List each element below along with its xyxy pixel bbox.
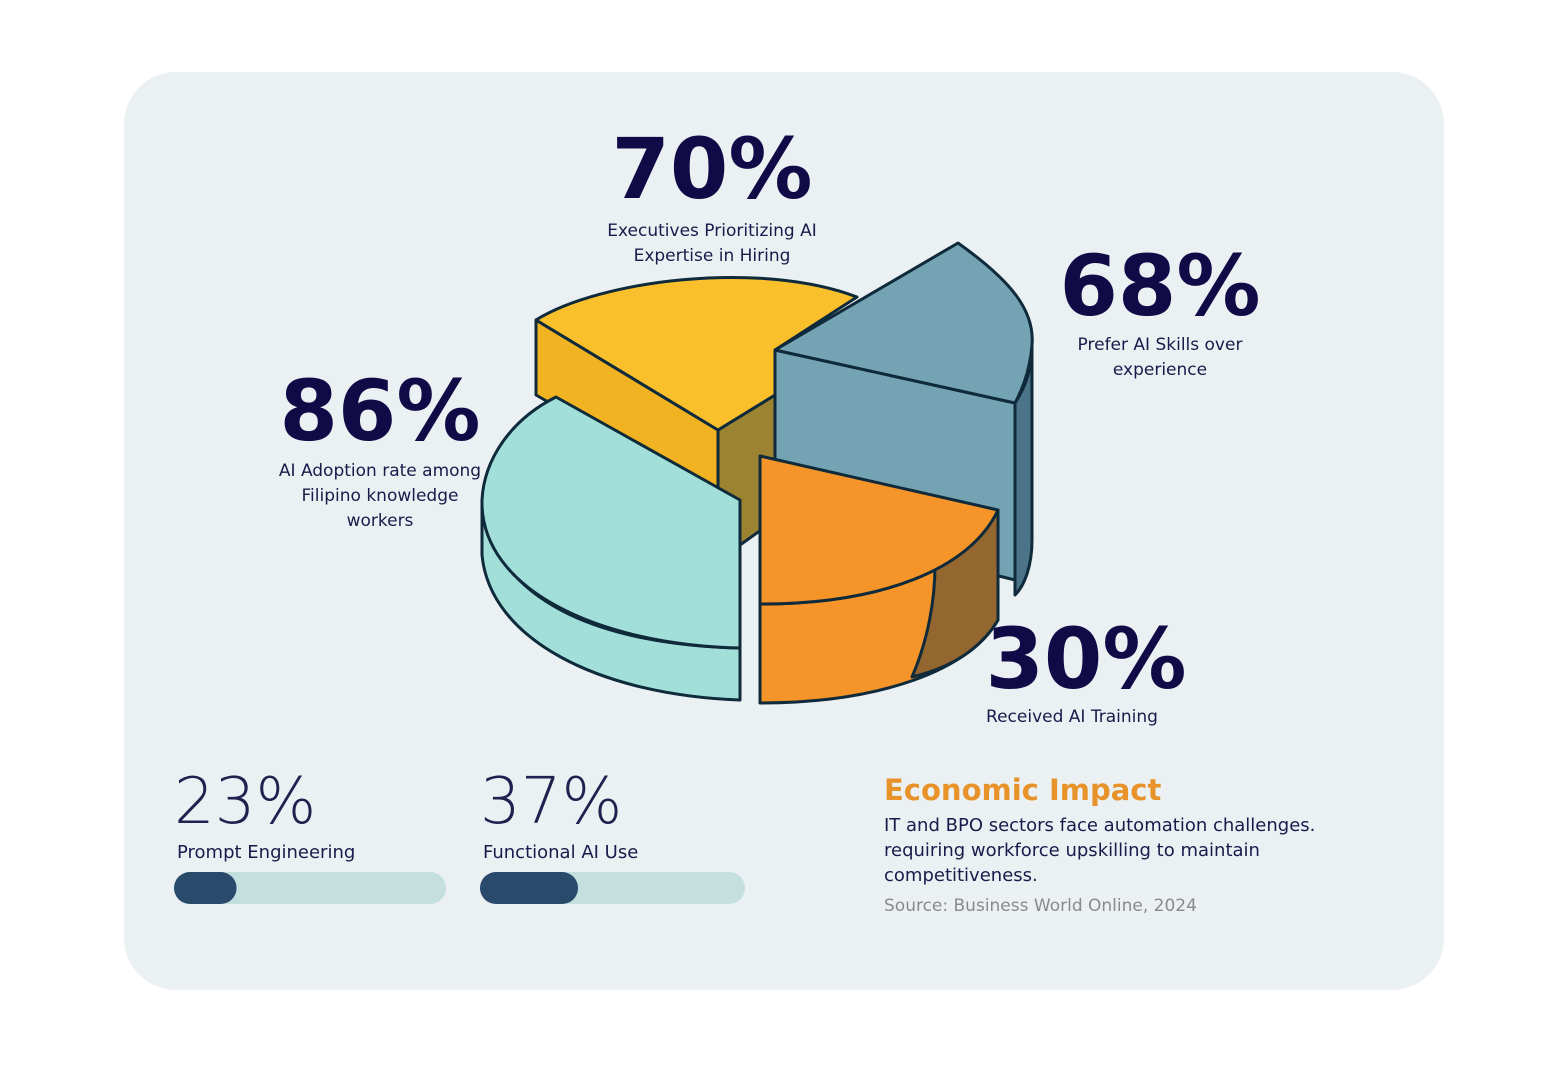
stat-label: AI Adoption rate among: [279, 461, 481, 481]
stat-label: workers: [347, 511, 414, 531]
bar-fill: [174, 872, 237, 904]
stat-label: Executives Prioritizing AI: [607, 221, 816, 241]
stat-label: Prefer AI Skills over: [1078, 335, 1243, 355]
source: Source: Business World Online, 2024: [884, 896, 1197, 916]
skill-value: 37%: [480, 765, 622, 839]
impact-title: Economic Impact: [884, 773, 1161, 807]
bar-track: [174, 872, 446, 904]
stat-label: Received AI Training: [986, 707, 1158, 727]
stat-value: 68%: [1059, 237, 1260, 335]
stat-label: Filipino knowledge: [302, 486, 459, 506]
skill-label: Prompt Engineering: [177, 842, 355, 863]
impact-text: IT and BPO sectors face automation chall…: [884, 815, 1315, 836]
skill-value: 23%: [174, 765, 316, 839]
impact-text: competitiveness.: [884, 865, 1038, 886]
bar-fill: [480, 872, 579, 904]
stat-value: 70%: [611, 120, 812, 218]
impact-text: requiring workforce upskilling to mainta…: [884, 840, 1260, 861]
stat-value: 86%: [279, 362, 480, 460]
skill-label: Functional AI Use: [483, 842, 638, 863]
stat-label: Expertise in Hiring: [634, 246, 791, 266]
stat-label: experience: [1113, 360, 1207, 380]
pie-illustration: [480, 241, 1034, 705]
stat-value: 30%: [985, 610, 1186, 708]
